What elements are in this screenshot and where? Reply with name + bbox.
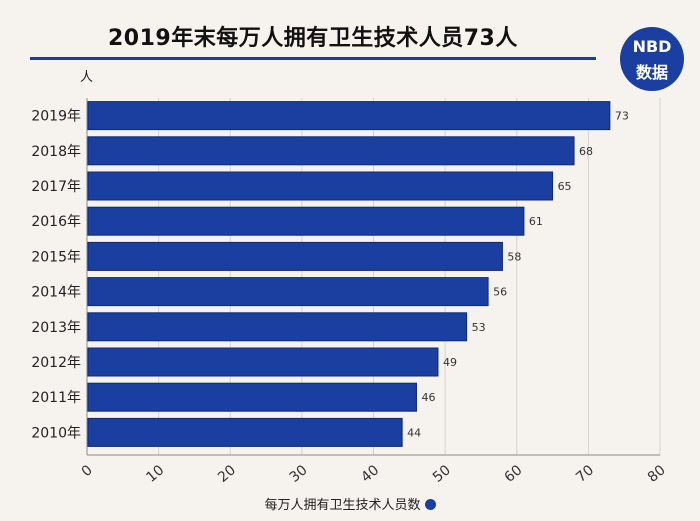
bar	[87, 136, 575, 166]
x-tick-label: 30	[287, 462, 311, 486]
category-label: 2018年	[31, 144, 81, 160]
x-tick-label: 40	[358, 462, 382, 486]
category-label: 2011年	[31, 390, 81, 406]
chart-title: 2019年末每万人拥有卫生技术人员73人	[108, 26, 518, 51]
x-tick-label: 10	[143, 462, 167, 486]
value-label: 73	[615, 110, 629, 123]
x-tick-label: 0	[79, 462, 96, 480]
legend-label: 每万人拥有卫生技术人员数	[264, 498, 421, 513]
value-label: 53	[472, 321, 486, 334]
bar	[87, 241, 503, 271]
legend-marker	[424, 499, 436, 510]
value-label: 68	[579, 145, 593, 158]
x-tick-label: 60	[502, 462, 526, 486]
category-label: 2012年	[31, 355, 81, 371]
x-tick-label: 70	[573, 462, 597, 486]
bar	[87, 206, 525, 236]
logo-line-1: NBD	[632, 37, 672, 56]
value-label: 56	[493, 286, 507, 299]
legend: 每万人拥有卫生技术人员数	[0, 494, 700, 513]
unit-label: 人	[80, 70, 94, 85]
value-label: 65	[558, 180, 572, 193]
x-tick-label: 80	[645, 462, 669, 486]
category-label: 2015年	[31, 249, 81, 265]
category-label: 2019年	[31, 109, 81, 125]
x-tick-label: 50	[430, 462, 454, 486]
value-label: 58	[507, 250, 521, 263]
category-label: 2017年	[31, 179, 81, 195]
value-label: 49	[443, 356, 457, 369]
category-label: 2010年	[31, 425, 81, 441]
bar	[87, 101, 611, 131]
category-label: 2014年	[31, 285, 81, 301]
logo-line-2: 数据	[635, 63, 668, 82]
value-label: 61	[529, 215, 543, 228]
bar	[87, 417, 403, 447]
bar	[87, 312, 468, 342]
bar	[87, 347, 439, 377]
category-label: 2013年	[31, 320, 81, 336]
bar	[87, 277, 489, 307]
nbd-logo: NBD 数据	[620, 27, 684, 91]
value-label: 44	[407, 426, 421, 439]
title-underline	[30, 57, 596, 60]
category-label: 2016年	[31, 214, 81, 230]
bar	[87, 171, 554, 201]
x-tick-label: 20	[215, 462, 239, 486]
value-label: 46	[421, 391, 435, 404]
bar	[87, 382, 417, 412]
